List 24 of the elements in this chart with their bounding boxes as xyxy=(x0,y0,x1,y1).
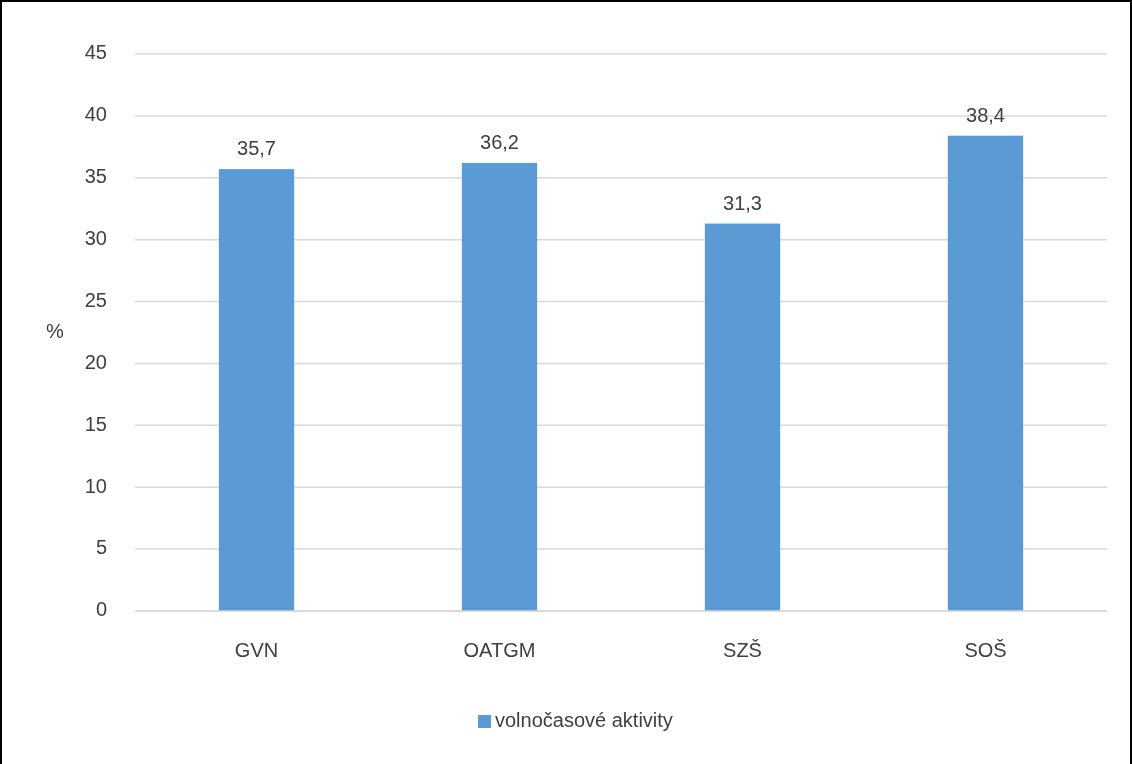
x-tick-label: SOŠ xyxy=(964,639,1007,661)
y-tick-label: 45 xyxy=(84,41,107,64)
y-tick-label: 30 xyxy=(84,226,107,249)
text: 38,4 xyxy=(966,103,1005,126)
y-tick-label: 25 xyxy=(84,288,107,311)
bar xyxy=(704,223,781,611)
x-tick-label: GVN xyxy=(234,639,279,661)
bar xyxy=(461,162,538,611)
x-tick-label: SZŠ xyxy=(723,639,762,661)
legend-label: volnočasové aktivity xyxy=(495,709,673,732)
bar xyxy=(218,169,295,611)
bar xyxy=(947,135,1024,611)
y-tick-label: 20 xyxy=(84,350,107,373)
text: 31,3 xyxy=(723,191,762,214)
y-tick-label: 15 xyxy=(84,412,107,435)
y-tick-label: 5 xyxy=(95,536,107,559)
y-axis-title: % xyxy=(46,319,65,342)
y-tick-label: 0 xyxy=(95,598,107,621)
y-tick-label: 35 xyxy=(84,165,107,188)
text: 36,2 xyxy=(480,130,519,153)
y-tick-label: 40 xyxy=(84,103,107,126)
y-tick-label: 10 xyxy=(84,474,107,497)
text: 35,7 xyxy=(237,137,276,160)
x-tick-label: OATGM xyxy=(463,639,536,661)
